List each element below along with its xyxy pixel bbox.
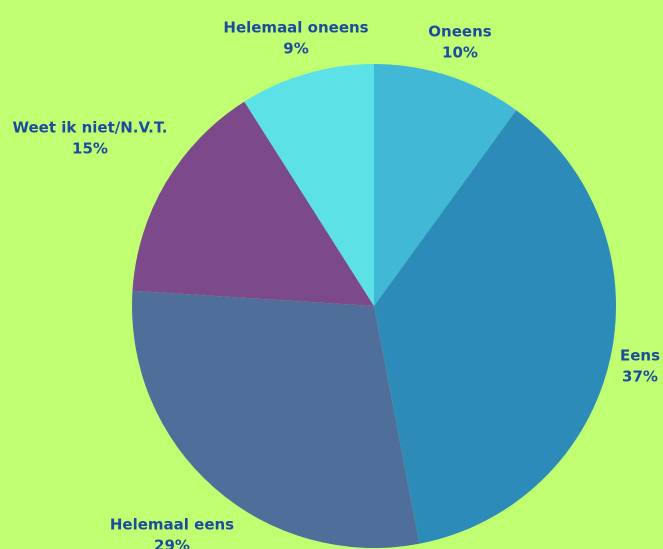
slice-value-label: 15%	[72, 140, 108, 158]
pie-slice	[374, 110, 616, 544]
slice-label: Helemaal eens	[110, 516, 234, 534]
slice-value-label: 37%	[622, 368, 658, 386]
pie-slice	[132, 101, 374, 307]
slice-value-label: 10%	[442, 44, 478, 62]
pie-slice	[244, 64, 374, 306]
slice-label: Oneens	[428, 23, 491, 41]
slice-label: Helemaal oneens	[223, 19, 368, 37]
pie-slice	[132, 290, 420, 548]
slice-label: Weet ik niet/N.V.T.	[12, 119, 167, 137]
slice-value-label: 29%	[154, 537, 190, 549]
slice-value-label: 9%	[283, 40, 308, 58]
pie-slice	[374, 64, 517, 306]
slice-label: Eens	[620, 347, 660, 365]
